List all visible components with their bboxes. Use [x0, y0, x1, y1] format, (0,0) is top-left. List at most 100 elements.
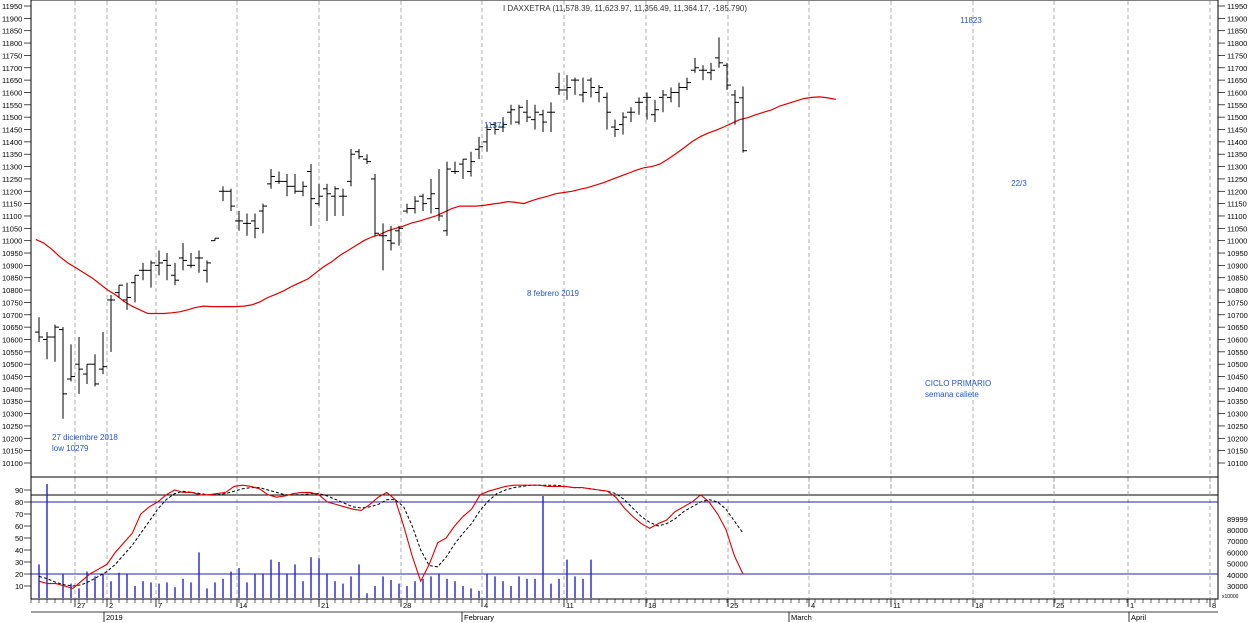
ohlc-bar — [451, 161, 459, 174]
ohlc-bar — [291, 173, 299, 194]
y-tick-label: 11450 — [1227, 126, 1247, 135]
y-tick-label: 11650 — [2, 76, 22, 85]
main-grid — [74, 1, 1211, 494]
ohlc-bar — [99, 332, 107, 375]
x-tick-label: 25 — [730, 601, 738, 610]
oscillator-y-axis-right: 30000 40000 50000 60000 70000 80000 89999 — [1227, 515, 1248, 591]
y-tick-label: 11350 — [2, 150, 22, 159]
volume-tick-label: 70000 — [1227, 537, 1248, 546]
ohlc-bar — [563, 75, 571, 100]
ohlc-bar — [115, 284, 123, 298]
y-tick-label: 11700 — [2, 64, 22, 73]
annotation-22-3: 22/3 — [1011, 179, 1027, 188]
y-tick-label: 11050 — [1227, 224, 1247, 233]
ohlc-bar — [651, 99, 659, 123]
y-tick-label: 11400 — [2, 138, 22, 147]
y-tick-label: 10500 — [1227, 360, 1248, 369]
ohlc-bar — [515, 104, 523, 125]
stochastic-k-line — [38, 484, 744, 590]
x-tick-label: 4 — [811, 601, 815, 610]
main-y-axis-right: 10100 10150 10200 10250 10300 10350 10400 10450… — [1218, 2, 1248, 468]
ohlc-bar — [275, 171, 283, 184]
y-tick-label: 11250 — [2, 175, 22, 184]
ohlc-bar — [387, 225, 395, 251]
y-tick-label: 11850 — [1227, 27, 1247, 36]
y-tick-label: 10450 — [2, 373, 23, 382]
ohlc-bar — [419, 193, 427, 212]
ohlc-bar — [603, 92, 611, 130]
y-tick-label: 10600 — [2, 335, 23, 344]
y-tick-label: 10100 — [2, 459, 23, 468]
x-tick-label: 25 — [1056, 601, 1064, 610]
annotation-semana-caliete: semana caliete — [925, 390, 979, 399]
ohlc-bar — [315, 183, 323, 207]
ohlc-bar — [435, 169, 443, 221]
y-tick-label: 10800 — [2, 286, 23, 295]
ohlc-bar — [595, 85, 603, 103]
y-tick-label: 11300 — [2, 163, 22, 172]
y-tick-label: 11400 — [1227, 138, 1247, 147]
osc-tick-label: 80 — [15, 498, 23, 507]
ohlc-bar — [67, 344, 75, 382]
annotation-8-febrero: 8 febrero 2019 — [527, 289, 580, 298]
y-tick-label: 10600 — [1227, 335, 1248, 344]
y-tick-label: 11200 — [2, 187, 22, 196]
ohlc-bar — [107, 295, 115, 352]
y-tick-label: 10850 — [1227, 274, 1248, 283]
y-tick-label: 10850 — [2, 274, 23, 283]
ohlc-bar — [499, 117, 507, 132]
ohlc-bar — [723, 62, 731, 90]
y-tick-label: 10100 — [1227, 459, 1248, 468]
moving-average-layer — [35, 96, 836, 315]
y-tick-label: 10150 — [1227, 447, 1248, 456]
volume-tick-label: 30000 — [1227, 582, 1248, 591]
y-tick-label: 11500 — [2, 113, 22, 122]
y-tick-label: 10550 — [2, 348, 23, 357]
ohlc-bar — [155, 250, 163, 276]
x-tick-label: 18 — [975, 601, 983, 610]
ohlc-bar — [531, 104, 539, 130]
ohlc-bar — [427, 178, 435, 214]
y-tick-label: 11300 — [1227, 163, 1247, 172]
ohlc-bar — [259, 203, 267, 234]
ohlc-bar — [555, 72, 563, 95]
volume-tick-label: 50000 — [1227, 560, 1248, 569]
x-tick-label: 11 — [893, 601, 901, 610]
ohlc-bars-layer — [35, 37, 747, 419]
ohlc-bar — [91, 354, 99, 387]
ohlc-bar — [211, 237, 219, 242]
y-tick-label: 11850 — [2, 27, 22, 36]
y-tick-label: 11950 — [1227, 2, 1247, 11]
ohlc-bar — [667, 87, 675, 103]
x-tick-label: 28 — [403, 601, 411, 610]
y-tick-label: 10700 — [2, 311, 23, 320]
ohlc-bar — [35, 317, 43, 342]
y-tick-label: 10400 — [1227, 385, 1248, 394]
osc-tick-label: 40 — [15, 546, 23, 555]
x-tick-label: 11 — [566, 601, 574, 610]
stochastic-d-line — [38, 484, 744, 587]
y-tick-label: 10750 — [1227, 298, 1248, 307]
y-tick-label: 11800 — [1227, 39, 1247, 48]
y-tick-label: 10950 — [1227, 249, 1248, 258]
ohlc-bar — [171, 262, 179, 286]
y-tick-label: 11350 — [1227, 150, 1247, 159]
y-tick-label: 11100 — [1227, 212, 1247, 221]
volume-tick-label: 40000 — [1227, 571, 1248, 580]
ohlc-bar — [483, 124, 491, 152]
y-tick-label: 11000 — [1227, 237, 1247, 246]
y-tick-label: 10950 — [2, 249, 23, 258]
ohlc-bar — [459, 158, 467, 179]
y-tick-label: 10800 — [1227, 286, 1248, 295]
y-tick-label: 11650 — [1227, 76, 1247, 85]
y-tick-label: 10500 — [2, 360, 23, 369]
annotation-11371: 11371 — [484, 121, 506, 130]
x-month-label: April — [1131, 613, 1146, 622]
ohlc-bar — [411, 196, 419, 214]
y-tick-label: 11750 — [1227, 51, 1247, 60]
ohlc-bar — [131, 274, 139, 303]
y-tick-label: 11000 — [2, 237, 22, 246]
ohlc-bar — [739, 86, 747, 153]
ohlc-bar — [243, 213, 251, 236]
